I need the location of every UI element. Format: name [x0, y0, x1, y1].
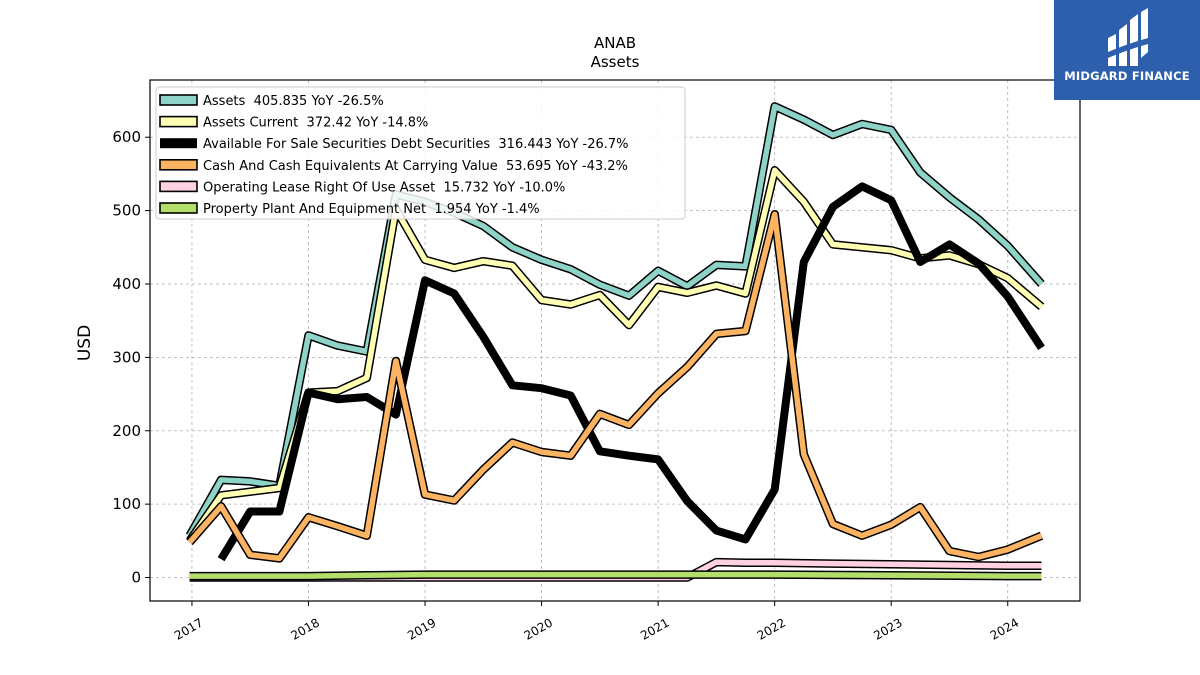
series-line [187, 167, 1044, 543]
logo-text: MIDGARD FINANCE [1064, 69, 1190, 83]
y-tick-label: 600 [112, 128, 141, 146]
series-line [189, 559, 1042, 581]
series-line [187, 103, 1044, 538]
series-5 [189, 570, 1042, 581]
series-line [217, 182, 1045, 562]
x-tick-label: 2018 [289, 615, 322, 642]
y-tick-label: 0 [131, 569, 141, 587]
y-axis-label: USD [75, 325, 95, 361]
legend-item: Operating Lease Right Of Use Asset 15.73… [159, 180, 565, 195]
series-layer [185, 102, 1045, 582]
legend-label: Cash And Cash Equivalents At Carrying Va… [203, 159, 628, 174]
series-line [189, 571, 1042, 579]
x-tick-label: 2020 [522, 615, 555, 642]
legend-label: Property Plant And Equipment Net 1.954 Y… [203, 202, 540, 217]
series-outline [186, 166, 1045, 544]
legend-label: Available For Sale Securities Debt Secur… [203, 137, 629, 152]
y-tick-label: 100 [112, 495, 141, 513]
legend-label: Assets Current 372.42 YoY -14.8% [203, 116, 428, 131]
brand-logo: MIDGARD FINANCE [1054, 0, 1200, 100]
series-3 [186, 210, 1044, 563]
series-2 [217, 182, 1045, 562]
chart-title-group: ANAB Assets [591, 34, 640, 71]
x-tick-label: 2021 [638, 615, 671, 642]
series-line [187, 211, 1043, 562]
legend-label: Operating Lease Right Of Use Asset 15.73… [203, 180, 565, 195]
legend-item: Assets 405.835 YoY -26.5% [159, 94, 384, 109]
legend-box [155, 86, 686, 220]
legend-item: Available For Sale Securities Debt Secur… [160, 137, 629, 152]
legend-swatch [160, 138, 197, 149]
chart-title: ANAB [594, 34, 636, 52]
legend-swatch [159, 159, 198, 171]
y-tick-label: 200 [112, 422, 141, 440]
legend-swatch [159, 94, 198, 106]
plot-frame [149, 79, 1081, 602]
x-tick-label: 2017 [172, 615, 205, 642]
series-outline [186, 210, 1044, 563]
chart-subtitle: Assets [591, 53, 640, 71]
legend-swatch [159, 202, 198, 214]
grid [150, 80, 1080, 601]
series-0 [185, 102, 1045, 538]
legend-item: Property Plant And Equipment Net 1.954 Y… [159, 202, 540, 217]
x-tick-label: 2024 [988, 615, 1021, 642]
y-tick-label: 400 [112, 275, 141, 293]
y-tick-label: 500 [112, 202, 141, 220]
y-tick-label: 300 [112, 348, 141, 366]
legend: Assets 405.835 YoY -26.5% Assets Current … [155, 86, 686, 220]
legend-label: Assets 405.835 YoY -26.5% [203, 94, 384, 109]
legend-item: Assets Current 372.42 YoY -14.8% [159, 115, 428, 131]
legend-item: Cash And Cash Equivalents At Carrying Va… [159, 159, 628, 174]
legend-swatch [159, 180, 198, 193]
x-tick-label: 2022 [755, 615, 788, 642]
series-4 [189, 557, 1042, 582]
x-tick-label: 2019 [405, 615, 438, 642]
legend-swatch [159, 115, 198, 128]
series-1 [186, 166, 1045, 544]
logo-mark-icon [1108, 8, 1148, 66]
x-tick-label: 2023 [871, 615, 904, 642]
